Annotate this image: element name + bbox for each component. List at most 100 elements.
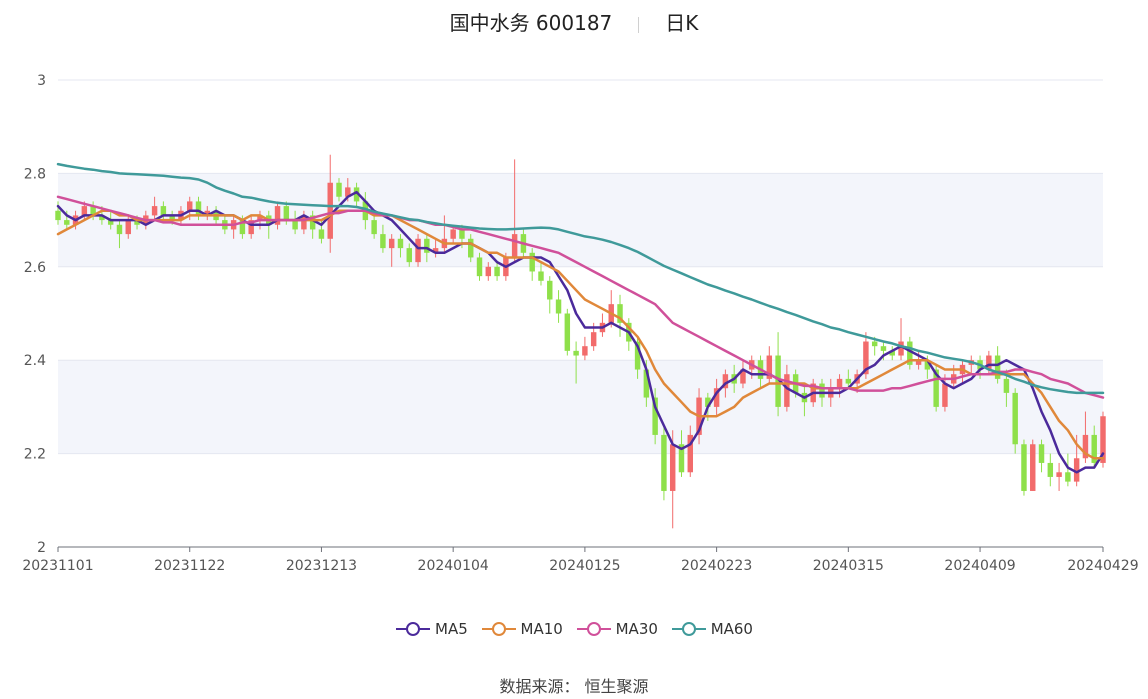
y-tick-label: 3 xyxy=(37,73,46,89)
candle-up xyxy=(784,374,790,407)
candle-down xyxy=(160,206,167,216)
chart-title: 国中水务 600187 日K xyxy=(0,8,1148,38)
x-tick-label: 20231122 xyxy=(154,558,225,574)
y-tick-label: 2.6 xyxy=(24,260,46,276)
candle-down xyxy=(775,355,781,407)
candle-down xyxy=(617,304,623,323)
candle-down xyxy=(1003,378,1010,393)
ma60-legend-icon xyxy=(671,622,706,636)
candle-up xyxy=(388,238,395,249)
candle-down xyxy=(994,355,1001,379)
candle-down xyxy=(564,313,571,351)
legend-label: MA60 xyxy=(710,620,753,638)
candle-up xyxy=(274,206,281,225)
legend-item-ma60[interactable]: MA60 xyxy=(671,620,753,638)
x-tick-label: 20240104 xyxy=(418,558,489,574)
candle-down xyxy=(1065,472,1071,482)
candle-up xyxy=(327,182,333,239)
candle-up xyxy=(722,374,729,389)
candle-down xyxy=(371,220,377,235)
candle-down xyxy=(538,271,544,281)
candle-down xyxy=(468,238,474,258)
data-source: 数据来源： 恒生聚源 xyxy=(0,673,1148,697)
candle-down xyxy=(634,341,641,370)
candle-down xyxy=(1091,434,1097,463)
candle-down xyxy=(1047,462,1054,477)
legend-label: MA30 xyxy=(615,620,658,638)
x-tick-label: 20231213 xyxy=(286,558,357,574)
candle-down xyxy=(845,378,852,384)
x-tick-label: 20240315 xyxy=(813,558,884,574)
candle-up xyxy=(898,341,904,356)
candle-up xyxy=(432,248,439,253)
candle-down xyxy=(652,397,658,435)
candle-up xyxy=(582,346,588,356)
candle-up xyxy=(942,383,948,407)
legend-item-ma5[interactable]: MA5 xyxy=(395,620,468,638)
candle-up xyxy=(986,355,992,370)
source-label: 数据来源： xyxy=(499,677,580,696)
candle-up xyxy=(485,266,492,277)
ma30-line xyxy=(56,195,1105,399)
candle-down xyxy=(555,299,562,314)
grid-band xyxy=(58,360,1103,454)
candle-up xyxy=(81,206,88,216)
candle-down xyxy=(406,248,412,263)
candle-up xyxy=(740,369,746,384)
candle-up xyxy=(1082,434,1089,459)
candle-up xyxy=(915,360,922,365)
candle-up xyxy=(345,187,351,197)
candle-up xyxy=(125,220,131,235)
candle-down xyxy=(55,210,61,221)
candle-down xyxy=(494,266,500,277)
candle-down xyxy=(380,234,386,249)
candle-down xyxy=(64,220,70,225)
candle-up xyxy=(151,206,158,216)
candle-up xyxy=(301,215,307,230)
ma10-line xyxy=(56,209,1105,460)
legend-label: MA10 xyxy=(520,620,563,638)
candle-down xyxy=(678,444,685,473)
candle-down xyxy=(643,369,650,398)
x-tick-label: 20240223 xyxy=(681,558,752,574)
legend: MA5 MA10 MA30 MA60 xyxy=(0,620,1148,641)
x-tick-label: 20231101 xyxy=(22,558,93,574)
candle-down xyxy=(134,220,140,225)
candle-down xyxy=(529,252,535,272)
legend-label: MA5 xyxy=(435,620,468,638)
x-tick-label: 20240125 xyxy=(549,558,620,574)
ma10-legend-icon xyxy=(481,622,516,636)
candle-down xyxy=(871,341,878,347)
legend-item-ma10[interactable]: MA10 xyxy=(481,620,563,638)
x-tick-label: 20240409 xyxy=(944,558,1015,574)
candle-up xyxy=(766,355,773,379)
candle-down xyxy=(283,206,290,221)
candle-down xyxy=(661,434,667,491)
candle-down xyxy=(99,215,105,221)
candle-down xyxy=(292,220,298,230)
title-separator xyxy=(638,16,640,33)
candle-down xyxy=(397,238,404,249)
candle-down xyxy=(907,341,913,365)
candle-up xyxy=(669,444,676,491)
legend-item-ma30[interactable]: MA30 xyxy=(576,620,658,638)
y-tick-label: 2 xyxy=(37,540,46,556)
candle-down xyxy=(889,350,895,356)
candle-down xyxy=(90,206,96,216)
candle-down xyxy=(880,346,887,351)
candle-down xyxy=(547,280,553,300)
ma5-legend-icon xyxy=(396,622,430,636)
y-tick-label: 2.8 xyxy=(24,166,46,182)
y-tick-label: 2.4 xyxy=(24,353,46,369)
candle-up xyxy=(1073,458,1080,482)
ma30-legend-icon xyxy=(576,622,611,636)
candle-down xyxy=(239,220,246,235)
ma60-line xyxy=(56,162,1105,395)
candle-down xyxy=(476,257,483,277)
candle-up xyxy=(590,332,597,347)
candle-down xyxy=(353,187,360,202)
stock-name: 国中水务 600187 xyxy=(449,11,613,35)
candle-down xyxy=(819,383,825,398)
candle-down xyxy=(169,215,175,221)
grid-band xyxy=(58,173,1103,267)
